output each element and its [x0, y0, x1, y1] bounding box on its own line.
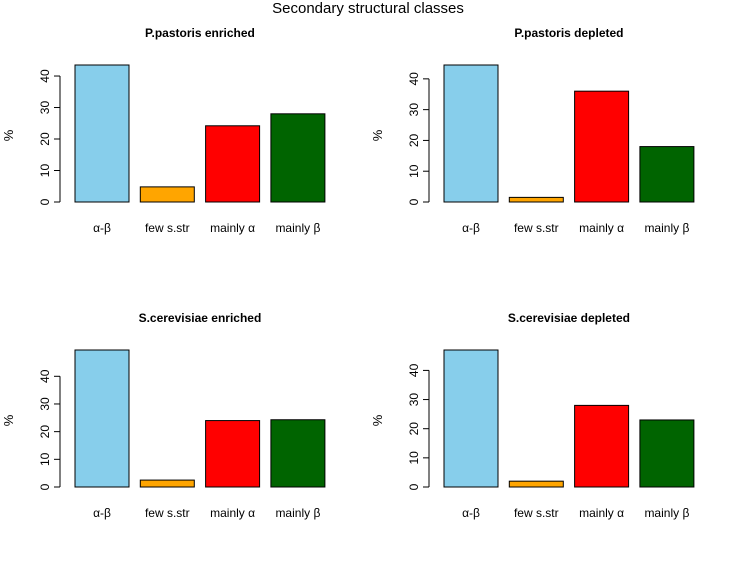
category-label: mainly β	[644, 506, 689, 520]
y-tick-label: 40	[38, 369, 52, 383]
figure-title: Secondary structural classes	[272, 0, 464, 17]
y-tick-label: 30	[38, 101, 52, 115]
category-label: mainly α	[210, 221, 255, 235]
category-label: mainly β	[275, 221, 320, 235]
category-label: few s.str	[514, 506, 559, 520]
bar-4	[270, 419, 326, 488]
y-tick-label: 0	[38, 198, 52, 205]
bar-1	[74, 349, 130, 488]
bar-2	[139, 479, 195, 488]
category-label: α-β	[462, 221, 480, 235]
category-label: α-β	[93, 506, 111, 520]
bar-3	[205, 125, 261, 203]
bar-3	[574, 404, 630, 488]
panel-3: S.cerevisiae enriched 0 10 20 30 40% α-β few s.…	[1, 311, 326, 520]
y-tick-label: 30	[407, 393, 421, 407]
category-label: few s.str	[514, 221, 559, 235]
y-tick-label: 40	[407, 363, 421, 377]
y-tick-label: 30	[38, 397, 52, 411]
y-tick-label: 10	[407, 451, 421, 465]
y-axis-label: %	[1, 414, 16, 426]
y-axis-label: %	[370, 129, 385, 141]
category-label: few s.str	[145, 506, 190, 520]
bar-4	[639, 146, 695, 203]
category-label: mainly β	[275, 506, 320, 520]
category-label: mainly α	[210, 506, 255, 520]
panel-2: P.pastoris depleted 0 10 20 30 40% α-β few s.st…	[370, 26, 695, 235]
bar-1	[74, 64, 130, 203]
y-tick-label: 10	[38, 164, 52, 178]
y-tick-label: 40	[407, 72, 421, 86]
y-tick-label: 10	[38, 452, 52, 466]
panel-title: P.pastoris depleted	[514, 26, 623, 40]
category-label: mainly α	[579, 506, 624, 520]
category-label: α-β	[93, 221, 111, 235]
y-axis-label: %	[370, 414, 385, 426]
y-tick-label: 20	[407, 133, 421, 147]
y-tick-label: 20	[38, 132, 52, 146]
y-tick-label: 20	[38, 425, 52, 439]
bar-2	[508, 480, 564, 488]
y-tick-label: 0	[38, 483, 52, 490]
bar-1	[443, 349, 499, 488]
bar-2	[508, 196, 564, 203]
bar-2	[139, 186, 195, 203]
bar-4	[270, 113, 326, 203]
bar-4	[639, 419, 695, 488]
panel-1: P.pastoris enriched 0 10 20 30 40% α-β few s.st…	[1, 26, 326, 235]
panel-title: P.pastoris enriched	[145, 26, 255, 40]
category-label: α-β	[462, 506, 480, 520]
panel-4: S.cerevisiae depleted 0 10 20 30 40% α-β few s.…	[370, 311, 695, 520]
y-tick-label: 30	[407, 103, 421, 117]
panel-title: S.cerevisiae depleted	[508, 311, 630, 325]
y-tick-label: 0	[407, 483, 421, 490]
category-label: few s.str	[145, 221, 190, 235]
panel-title: S.cerevisiae enriched	[139, 311, 262, 325]
bar-1	[443, 64, 499, 203]
y-axis-label: %	[1, 129, 16, 141]
y-tick-label: 20	[407, 422, 421, 436]
category-label: mainly β	[644, 221, 689, 235]
y-tick-label: 40	[38, 69, 52, 83]
bar-3	[205, 420, 261, 488]
category-label: mainly α	[579, 221, 624, 235]
y-tick-label: 10	[407, 164, 421, 178]
y-tick-label: 0	[407, 198, 421, 205]
bar-3	[574, 90, 630, 203]
